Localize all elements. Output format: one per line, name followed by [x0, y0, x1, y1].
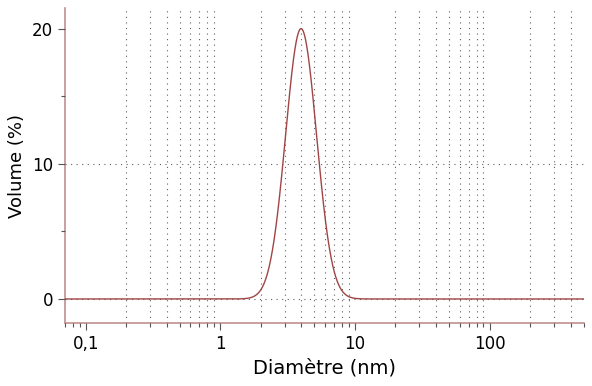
X-axis label: Diamètre (nm): Diamètre (nm) [253, 359, 395, 378]
Y-axis label: Volume (%): Volume (%) [8, 114, 26, 218]
